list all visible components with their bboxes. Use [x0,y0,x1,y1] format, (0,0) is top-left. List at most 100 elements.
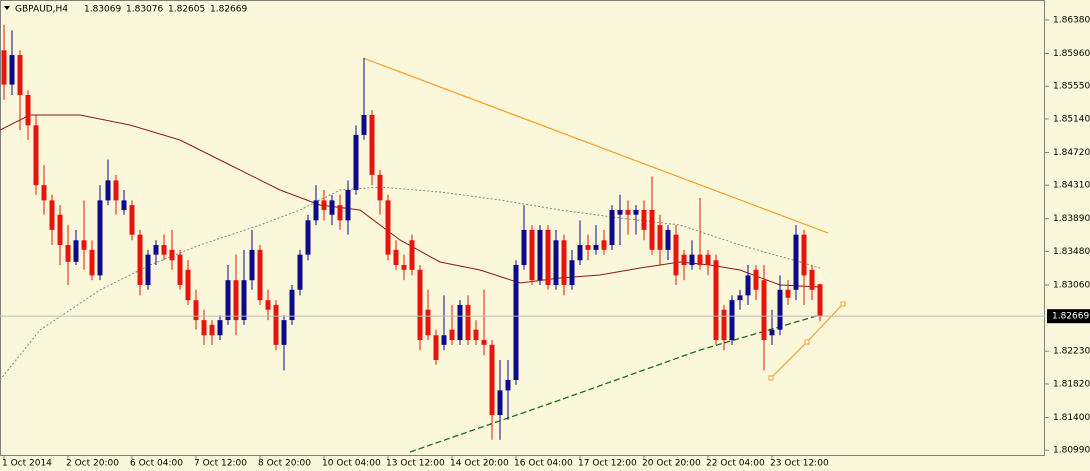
candle-body [345,189,351,221]
candle-body [185,269,191,301]
candle-body [177,254,183,285]
anchor-point [840,301,846,307]
candle-body [633,209,639,215]
candle-body [537,229,543,281]
candle-body [65,245,71,262]
candle-body [529,229,535,281]
candle-body [801,234,807,276]
candle-body [89,249,95,276]
anchor-point [768,375,774,381]
candle-body [137,234,143,285]
candle-body [1,50,7,85]
y-tick-label: 1.81820 [1053,379,1090,389]
candle-body [505,379,511,391]
candle-body [161,245,167,255]
y-tick-label: 1.83480 [1053,247,1090,257]
candle-body [457,304,463,341]
candle-body [9,55,15,85]
candle-body [553,240,559,285]
candle-body [425,309,431,336]
x-tick-label: 8 Oct 20:00 [258,459,311,469]
candle-body [625,209,631,215]
candle-body [105,180,111,201]
candle-body [121,200,127,210]
quote-close: 1.82669 [210,5,247,15]
y-tick-label: 1.85140 [1053,114,1090,124]
candle-body [705,254,711,266]
candle-body [721,309,727,341]
candle-body [73,240,79,262]
x-tick-label: 10 Oct 04:00 [322,459,381,469]
candle-body [25,94,31,126]
candle-body [713,260,719,341]
candle-body [697,254,703,266]
candle-body [657,225,663,250]
x-tick-label: 22 Oct 04:00 [706,459,765,469]
candle-body [321,200,327,210]
candle-body [465,304,471,341]
candle-body [769,329,775,336]
candle-body [145,254,151,285]
candle-body [673,234,679,276]
candle-body [313,200,319,221]
candle-body [641,209,647,230]
candle-body [817,284,823,317]
y-tick-label: 1.86380 [1053,15,1090,25]
x-tick-label: 7 Oct 12:00 [194,459,247,469]
candle-body [601,240,607,250]
candle-body [777,289,783,330]
candle-body [97,200,103,276]
candle-body [649,209,655,250]
symbol: GBPAUD,H4 [15,5,68,15]
candle-body [737,295,743,301]
candle-body [377,174,383,201]
candle-body [209,324,215,336]
x-tick-label: 20 Oct 20:00 [642,459,701,469]
y-tick-label: 1.85550 [1053,82,1090,92]
candle-body [689,254,695,266]
x-tick-label: 1 Oct 2014 [2,459,52,469]
candle-body [441,335,447,345]
y-tick-label: 1.82230 [1053,347,1090,357]
candle-body [681,254,687,266]
candle-body [809,269,815,290]
candle-body [617,209,623,215]
candle-body [369,114,375,175]
y-tick-label: 1.83890 [1053,214,1090,224]
candle-body [569,260,575,285]
candle-body [393,249,399,266]
candle-body [401,265,407,270]
candle-body [385,200,391,255]
candle-body [281,320,287,345]
quote-low: 1.82605 [168,5,205,15]
candle-body [329,200,335,215]
candle-body [409,240,415,270]
bid-label-box [1047,309,1090,324]
candle-body [305,220,311,255]
candle-body [417,269,423,341]
candle-body [449,329,455,341]
candle-body [545,229,551,285]
candle-body [153,245,159,255]
candle-body [17,55,23,95]
candle-body [353,134,359,190]
x-tick-label: 23 Oct 12:00 [770,459,829,469]
bid-label: 1.82669 [1052,312,1089,322]
plot-frame [0,0,1045,456]
candle-body [497,390,503,416]
candle-body [513,265,519,380]
candle-body [257,249,263,301]
candle-body [41,185,47,201]
candle-body [585,245,591,250]
candle-body [361,114,367,135]
candle-body [129,205,135,235]
candle-body [481,340,487,345]
quote-open: 1.83069 [84,5,121,15]
x-tick-label: 2 Oct 20:00 [66,459,119,469]
candle-body [113,180,119,201]
candle-body [577,245,583,261]
candle-body [745,275,751,296]
candle-body [193,300,199,321]
